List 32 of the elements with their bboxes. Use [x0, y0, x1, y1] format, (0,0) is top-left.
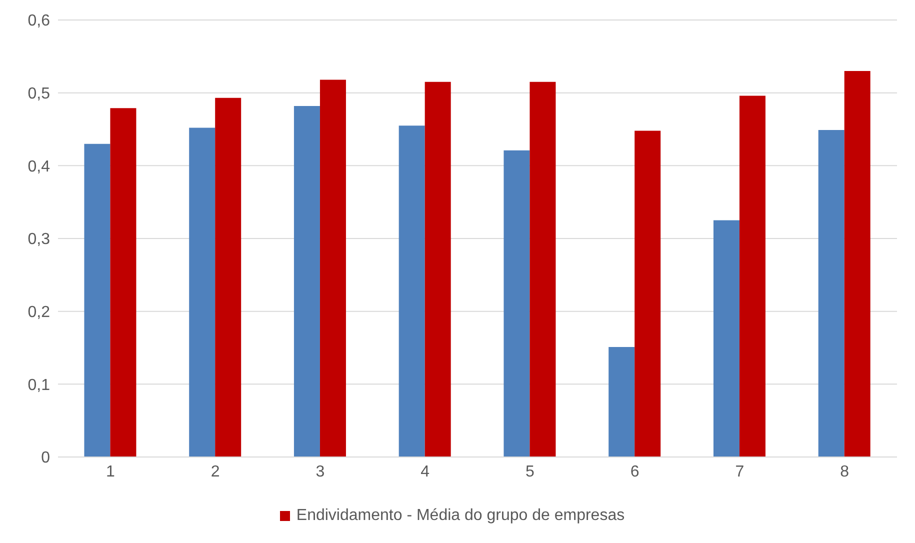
bar [530, 82, 556, 457]
y-tick-label: 0,6 [28, 12, 50, 30]
bar [294, 106, 320, 457]
x-tick-label: 7 [735, 463, 744, 480]
y-tick-label: 0,5 [28, 86, 50, 103]
bar [320, 80, 346, 457]
x-tick-label: 3 [316, 463, 325, 480]
bar [215, 98, 242, 457]
bar [818, 130, 844, 457]
bar [504, 150, 530, 457]
bar [844, 70, 870, 457]
y-tick-label: 0,1 [28, 376, 50, 394]
x-tick-label: 4 [420, 463, 430, 480]
x-tick-label: 2 [210, 463, 220, 480]
bar [398, 126, 425, 457]
y-tick-label: 0 [41, 450, 50, 467]
x-tick-label: 1 [106, 463, 115, 480]
bar [84, 144, 110, 457]
bar [424, 82, 451, 457]
bar [608, 347, 635, 457]
x-tick-label: 6 [630, 463, 640, 480]
bar [634, 130, 661, 457]
bar [713, 220, 740, 457]
x-tick-label: 5 [525, 463, 534, 480]
bar [189, 128, 216, 457]
bar [110, 108, 136, 457]
bar [739, 96, 766, 457]
y-tick-label: 0,2 [28, 304, 50, 322]
y-tick-label: 0,3 [28, 231, 50, 248]
x-tick-label: 8 [840, 463, 850, 480]
y-tick-label: 0,4 [28, 158, 50, 176]
legend-label: Endividamento - Média do grupo de empresas [296, 507, 625, 525]
